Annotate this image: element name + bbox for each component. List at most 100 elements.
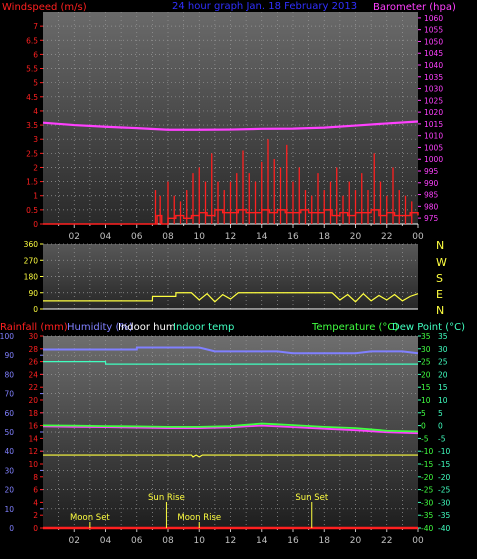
bot-temp-y-tick-label: 35: [421, 332, 431, 341]
annotation-label: Moon Rise: [177, 513, 221, 523]
compass-label-s: S: [436, 272, 443, 285]
bot-temp-y-tick-label: -25: [421, 486, 433, 495]
mid-left-y-tick-label: 270: [24, 256, 39, 265]
top-x-tick-label: 12: [225, 232, 236, 242]
bot-temp-y-tick-label: -35: [421, 511, 433, 520]
top-right-axis-title: Barometer (hpa): [373, 2, 456, 13]
bot-temp-dew-y-tick-label: -30: [438, 498, 450, 507]
bot-x-tick-label: 18: [319, 536, 331, 546]
top-left-y-tick-label: 4: [33, 107, 38, 116]
bot-temp-y-tick-label: 0: [421, 422, 426, 431]
legend-humidity: Humidity (%): [67, 322, 133, 333]
bot-humidity-y-tick-label: 80: [4, 370, 14, 379]
legend-indoor-hum: Indoor hum: [118, 322, 176, 333]
top-right-y-tick-label: 1030: [424, 85, 443, 94]
bot-temp-y-tick-label: -30: [421, 498, 433, 507]
top-x-tick-label: 04: [100, 232, 112, 242]
dew-point-line: [42, 424, 419, 435]
annotation-label: Sun Rise: [148, 493, 185, 503]
bot-temp-y-tick-label: -10: [421, 447, 433, 456]
mid-left-y-tick-label: 90: [28, 289, 38, 298]
axis-labels: 0 0.5 1 1.5 2 2.5 3 3.5 4 4.5 5 5.5 6 6.5 7 975 980 985 99…: [0, 14, 450, 546]
top-x-tick-label: 00: [412, 232, 424, 242]
bot-x-tick-label: 16: [287, 536, 299, 546]
top-left-y-tick-label: 2.5: [26, 149, 38, 158]
bot-rain-y-tick-label: 6: [33, 486, 38, 495]
mid-left-y-tick-label: 180: [24, 273, 39, 282]
annotation-label: Moon Set: [70, 513, 110, 523]
top-x-tick-label: 06: [131, 232, 143, 242]
bot-humidity-y-tick-label: 70: [4, 390, 14, 399]
bot-temp-dew-y-tick-label: 10: [438, 396, 448, 405]
bot-temp-dew-y-tick-label: -35: [438, 511, 450, 520]
top-left-y-tick-label: 6.5: [26, 36, 38, 45]
bot-temp-dew-y-tick-label: -10: [438, 447, 450, 456]
bot-temp-dew-y-tick-label: 35: [438, 332, 448, 341]
bot-x-tick-label: 00: [412, 536, 424, 546]
top-right-y-tick-label: 1060: [424, 14, 443, 23]
top-right-y-tick-label: 1035: [424, 73, 443, 82]
top-x-tick-label: 14: [256, 232, 268, 242]
bot-humidity-y-tick-label: 100: [0, 332, 14, 341]
bot-temp-dew-y-tick-label: -5: [438, 434, 446, 443]
bot-temp-y-tick-label: -20: [421, 473, 433, 482]
top-left-y-tick-label: 1: [33, 192, 38, 201]
indoor-hum-line: [43, 454, 418, 458]
bot-temp-y-tick-label: 15: [421, 383, 431, 392]
bot-x-tick-label: 10: [194, 536, 206, 546]
annotation-label: Sun Set: [295, 493, 328, 503]
top-left-y-tick-label: 0.5: [26, 206, 38, 215]
wind-direction-line: [43, 292, 419, 303]
bot-rain-y-tick-label: 28: [28, 345, 38, 354]
bot-rain-y-tick-label: 24: [28, 370, 38, 379]
bot-rain-y-tick-label: 12: [28, 447, 38, 456]
top-x-tick-label: 08: [162, 232, 174, 242]
bot-rain-y-tick-label: 16: [28, 422, 38, 431]
top-x-tick-label: 20: [350, 232, 362, 242]
bot-temp-dew-y-tick-label: 20: [438, 370, 448, 379]
compass-label-n-bottom: N: [436, 304, 444, 317]
top-right-y-tick-label: 1015: [424, 120, 443, 129]
series-lines: [42, 120, 419, 530]
mid-left-y-tick-label: 360: [24, 240, 39, 249]
bot-rain-y-tick-label: 20: [28, 396, 38, 405]
legend-indoor-temp: Indoor temp: [173, 322, 234, 333]
bot-temp-y-tick-label: -5: [421, 434, 429, 443]
bot-temp-dew-y-tick-label: 5: [438, 409, 443, 418]
bot-x-tick-label: 12: [225, 536, 236, 546]
bot-temp-y-tick-label: 5: [421, 409, 426, 418]
bot-temp-y-tick-label: 10: [421, 396, 431, 405]
bot-temp-dew-y-tick-label: 25: [438, 358, 448, 367]
bot-x-tick-label: 14: [256, 536, 268, 546]
top-right-y-tick-label: 1040: [424, 61, 443, 70]
bot-humidity-y-tick-label: 60: [4, 409, 14, 418]
bot-humidity-y-tick-label: 10: [4, 505, 14, 514]
bot-temp-dew-y-tick-label: 15: [438, 383, 448, 392]
bot-rain-y-tick-label: 10: [28, 460, 38, 469]
bot-rain-y-tick-label: 22: [28, 383, 38, 392]
annotations: Moon Set Sun Rise Moon Rise Sun Set: [70, 493, 329, 528]
bot-x-tick-label: 04: [100, 536, 112, 546]
bot-rain-y-tick-label: 0: [33, 524, 38, 533]
bot-temp-y-tick-label: 30: [421, 345, 431, 354]
top-left-y-tick-label: 1.5: [26, 178, 38, 187]
top-right-y-tick-label: 975: [424, 214, 439, 223]
bot-x-tick-label: 22: [381, 536, 392, 546]
top-right-y-tick-label: 1005: [424, 143, 443, 152]
top-right-y-tick-label: 1010: [424, 132, 443, 141]
bot-temp-dew-y-tick-label: 30: [438, 345, 448, 354]
top-left-y-tick-label: 3.5: [26, 121, 38, 130]
bot-temp-dew-y-tick-label: -15: [438, 460, 450, 469]
bot-x-tick-label: 20: [350, 536, 362, 546]
mid-left-y-tick-label: 0: [33, 305, 38, 314]
bot-humidity-y-tick-label: 40: [4, 447, 14, 456]
bot-rain-y-tick-label: 26: [28, 358, 38, 367]
top-right-y-tick-label: 1000: [424, 155, 443, 164]
top-right-y-tick-label: 1020: [424, 108, 443, 117]
top-left-y-tick-label: 5.5: [26, 65, 38, 74]
top-right-y-tick-label: 985: [424, 191, 439, 200]
bot-temp-y-tick-label: 20: [421, 370, 431, 379]
top-x-tick-label: 16: [287, 232, 299, 242]
